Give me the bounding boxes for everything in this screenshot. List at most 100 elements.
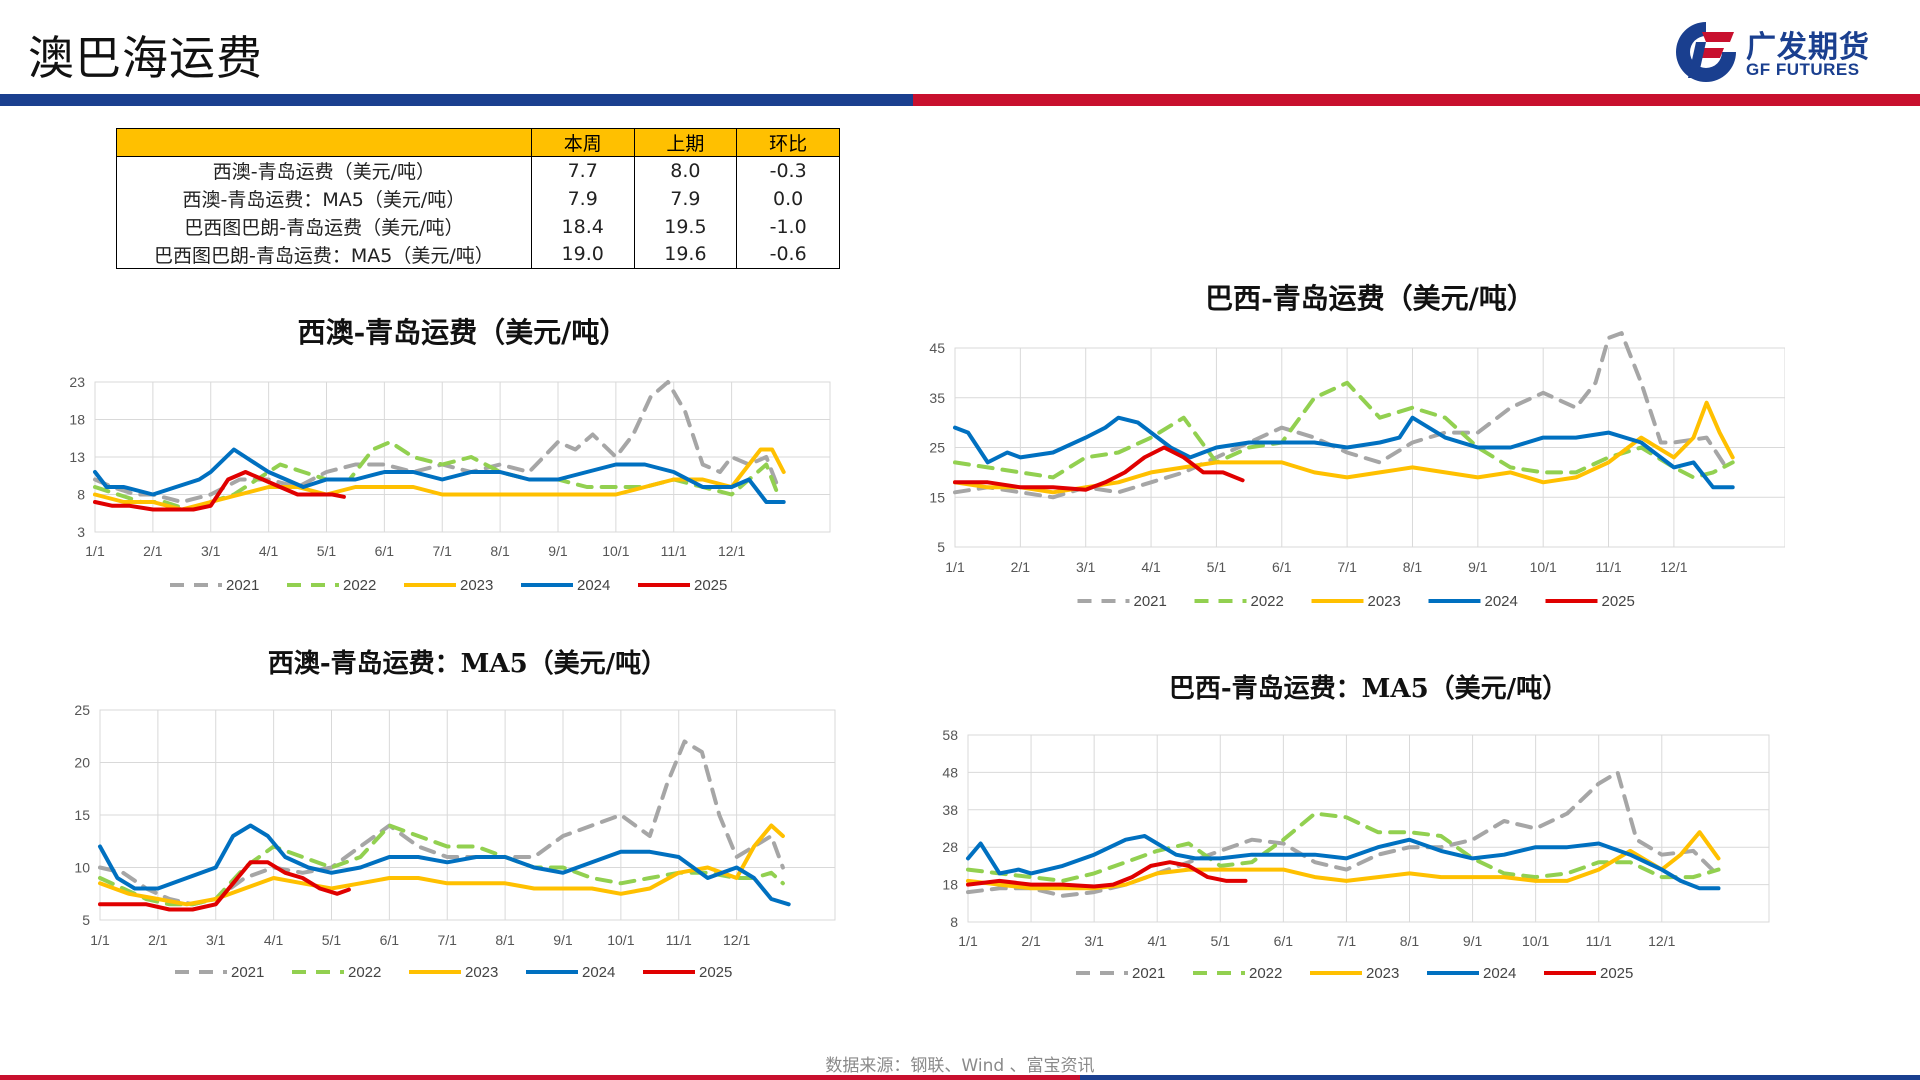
legend-item-2025: 2025 [638,577,727,594]
legend-item-2023: 2023 [1310,965,1399,982]
gf-futures-logo: 广发期货 GF FUTURES [1672,16,1892,86]
x-tick-label: 1/1 [945,559,965,575]
table-cell: 7.7 [530,156,635,185]
legend-item-2025: 2025 [1544,965,1633,982]
x-tick-label: 4/1 [1141,559,1161,575]
table-cell: 19.5 [633,212,738,241]
x-tick-label: 6/1 [380,932,400,948]
chart-wa-qingdao-ma5: 西澳-青岛运费：MA5（美元/吨） 5 10 15 20 25 1/1 2/1 3/1 4/1 5/… [50,640,850,980]
series-line-2022 [966,811,1721,883]
table-cell: -0.6 [736,240,840,269]
series-line-2021 [953,331,1729,500]
y-tick-label: 23 [69,374,85,390]
legend-item-2025: 2025 [643,964,732,980]
x-tick-label: 10/1 [1530,559,1557,575]
chart-svg: 巴西-青岛运费（美元/吨） 5 15 25 35 45 1/1 2/1 3/1 4/1 5/1 6/1… [929,282,1785,610]
footer-divider [0,1075,1920,1080]
series-line-2024 [98,823,791,907]
series-line-2025 [966,860,1248,889]
legend-label: 2025 [1600,965,1633,982]
y-tick-label: 5 [937,539,945,555]
legend-item-2021: 2021 [1076,965,1165,982]
legend-label: 2022 [343,577,376,594]
legend-item-2024: 2024 [1427,965,1516,982]
data-source-note: 数据来源：钢联、Wind 、富宝资讯 [825,1056,1095,1076]
freight-summary-table: 本周 上期 环比 西澳-青岛运费（美元/吨） 7.7 8.0 -0.3 西澳-青… [116,128,840,269]
y-tick-label: 13 [69,449,85,465]
logo-en-text: GF FUTURES [1746,60,1860,79]
legend-item-2021: 2021 [170,577,259,594]
legend-label: 2023 [465,964,498,980]
table-row: 巴西图巴朗-青岛运费（美元/吨） 18.4 19.5 -1.0 [116,212,840,241]
table-cell: -1.0 [736,212,840,241]
y-tick-label: 58 [942,727,958,743]
x-tick-label: 3/1 [1076,559,1096,575]
x-tick-label: 3/1 [206,932,226,948]
series-line-2021 [98,739,785,907]
legend-label: 2021 [1132,965,1165,982]
legend-label: 2021 [231,964,264,980]
x-tick-label: 7/1 [433,543,453,559]
x-tick-label: 4/1 [259,543,279,559]
x-tick-label: 3/1 [1084,933,1104,949]
y-tick-label: 25 [74,702,90,718]
table-header-cell [116,128,532,157]
x-tick-label: 6/1 [375,543,395,559]
series-line-2024 [953,415,1735,490]
chart-wa-qingdao: 西澳-青岛运费（美元/吨） 3 8 13 18 23 1/1 2/1 3/1 4/1 5/1 6/1 7… [50,300,850,610]
x-tick-label: 7/1 [438,932,458,948]
table-cell: 8.0 [633,156,738,185]
y-tick-label: 20 [74,755,90,771]
y-tick-label: 48 [942,764,958,780]
chart-title: 西澳-青岛运费（美元/吨） [298,316,628,349]
x-tick-label: 4/1 [1147,933,1167,949]
x-tick-label: 9/1 [1463,933,1483,949]
table-cell: 巴西图巴朗-青岛运费（美元/吨） [116,212,532,241]
legend-item-2024: 2024 [521,577,610,594]
x-tick-label: 2/1 [1021,933,1041,949]
table-cell: 19.0 [530,240,635,269]
legend-item-2023: 2023 [404,577,493,594]
series-line-2022 [953,380,1735,480]
y-tick-label: 8 [77,487,85,503]
y-tick-label: 3 [77,524,85,540]
table-row: 西澳-青岛运费：MA5（美元/吨） 7.9 7.9 0.0 [116,184,840,213]
table-cell: -0.3 [736,156,840,185]
legend-label: 2022 [348,964,381,980]
table-cell: 巴西图巴朗-青岛运费：MA5（美元/吨） [116,240,532,269]
x-tick-label: 6/1 [1274,933,1294,949]
table-cell: 0.0 [736,184,840,213]
chart-svg: 巴西-青岛运费：MA5（美元/吨） 8 18 28 38 48 58 1/1 2/1 3/1 4/1… [942,673,1770,982]
x-tick-label: 8/1 [1400,933,1420,949]
legend-label: 2021 [1134,593,1167,610]
y-tick-label: 15 [74,807,90,823]
y-tick-label: 45 [929,340,945,356]
table-header-row: 本周 上期 环比 [116,128,840,157]
legend-item-2022: 2022 [1194,593,1284,610]
x-tick-label: 9/1 [548,543,568,559]
table-cell: 7.9 [633,184,738,213]
x-tick-label: 2/1 [148,932,168,948]
x-tick-label: 4/1 [264,932,284,948]
legend-item-2022: 2022 [292,964,381,980]
y-tick-label: 35 [929,390,945,406]
y-tick-label: 25 [929,440,945,456]
chart-title: 西澳-青岛运费：MA5（美元/吨） [268,648,667,679]
legend-label: 2025 [699,964,732,980]
series-line-2024 [966,834,1721,891]
x-tick-label: 11/1 [661,543,687,559]
legend-item-2024: 2024 [1428,593,1518,610]
legend-item-2024: 2024 [526,964,615,980]
x-tick-label: 12/1 [1648,933,1675,949]
table-cell: 7.9 [530,184,635,213]
legend-item-2022: 2022 [1193,965,1282,982]
table-header-cell: 上期 [633,128,738,157]
table-cell: 西澳-青岛运费：MA5（美元/吨） [116,184,532,213]
page-title: 澳巴海运费 [28,31,263,85]
series-line-2023 [98,823,785,907]
x-tick-label: 1/1 [90,932,110,948]
x-tick-label: 8/1 [495,932,515,948]
series-line-2023 [93,447,786,512]
x-tick-label: 2/1 [143,543,163,559]
